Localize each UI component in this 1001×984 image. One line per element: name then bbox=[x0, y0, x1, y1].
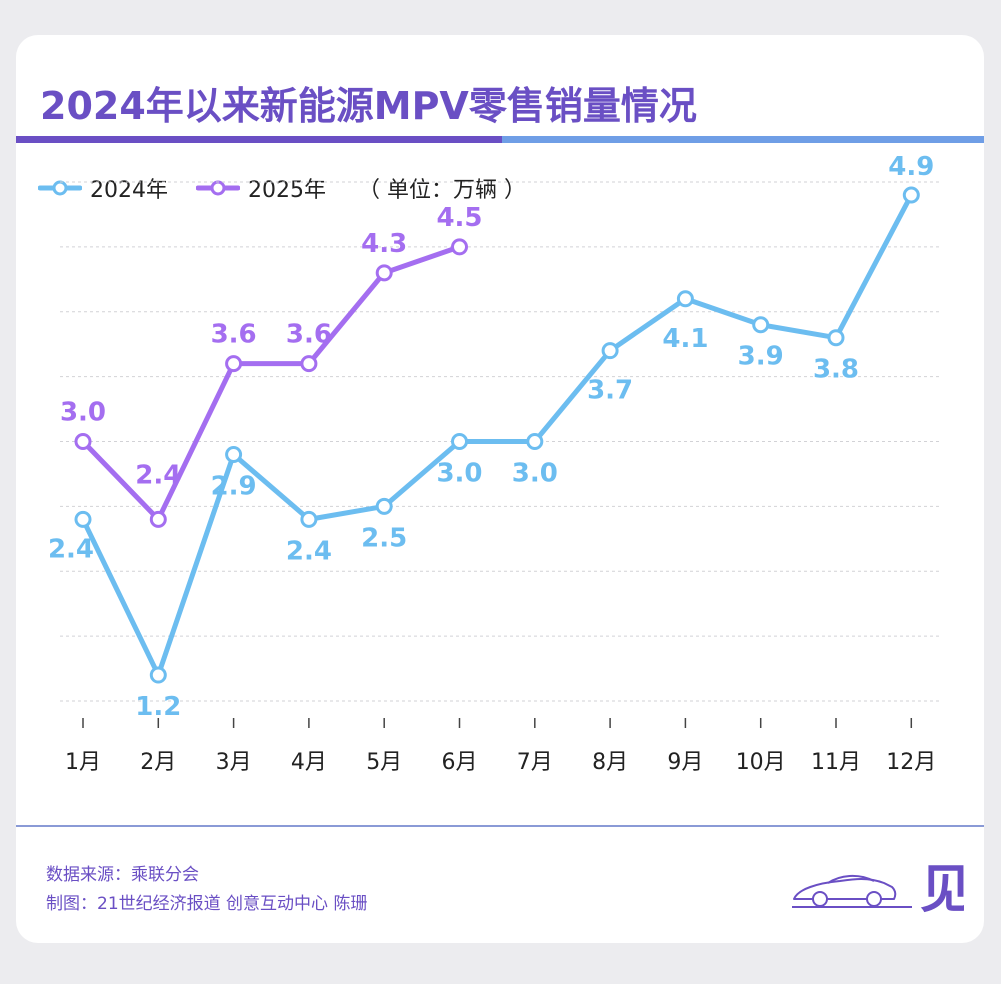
data-label: 3.6 bbox=[211, 320, 257, 350]
data-point bbox=[225, 445, 243, 463]
data-label: 2.5 bbox=[361, 523, 407, 553]
x-tick-label: 6月 bbox=[442, 750, 478, 775]
data-label: 2.4 bbox=[286, 536, 332, 566]
data-point bbox=[827, 329, 845, 347]
data-point bbox=[601, 342, 619, 360]
brand-logo: 见 bbox=[792, 859, 964, 917]
data-point bbox=[451, 238, 468, 256]
data-label: 3.0 bbox=[436, 459, 482, 489]
data-label: 1.2 bbox=[135, 692, 181, 722]
x-tick-label: 2月 bbox=[140, 750, 176, 775]
x-tick-label: 5月 bbox=[366, 750, 402, 775]
data-label: 3.9 bbox=[738, 342, 784, 372]
x-tick-label: 4月 bbox=[291, 750, 327, 775]
data-label: 2.9 bbox=[211, 471, 257, 501]
data-point bbox=[149, 510, 167, 528]
data-point bbox=[676, 290, 694, 308]
source-note: 数据来源：乘联分会 bbox=[46, 865, 199, 885]
x-tick-label: 11月 bbox=[811, 750, 861, 775]
data-label: 3.0 bbox=[60, 398, 106, 428]
car-icon bbox=[792, 875, 912, 908]
data-label: 2.4 bbox=[135, 460, 181, 490]
footer: 数据来源：乘联分会 制图：21世纪经济报道 创意互动中心 陈珊 bbox=[46, 861, 367, 919]
x-tick-label: 10月 bbox=[736, 750, 786, 775]
data-point bbox=[752, 316, 770, 334]
data-label: 3.8 bbox=[813, 355, 859, 385]
credit-note: 制图：21世纪经济报道 创意互动中心 陈珊 bbox=[46, 894, 368, 914]
series-line bbox=[80, 244, 462, 522]
title-underline-purple bbox=[16, 136, 502, 143]
series-line bbox=[80, 192, 914, 678]
x-tick-label: 9月 bbox=[667, 750, 703, 775]
data-label: 4.3 bbox=[361, 229, 407, 259]
title-underline-blue bbox=[502, 136, 984, 143]
chart-card: 2024年以来新能源MPV零售销量情况 2024年 2025年 （ 单位：万辆 … bbox=[16, 35, 984, 943]
data-label: 4.5 bbox=[436, 203, 482, 233]
data-point bbox=[526, 433, 544, 450]
x-tick-label: 12月 bbox=[886, 750, 936, 775]
x-tick-label: 8月 bbox=[592, 750, 628, 775]
data-label: 4.9 bbox=[888, 152, 934, 182]
data-point bbox=[74, 510, 92, 528]
x-tick-label: 7月 bbox=[517, 750, 553, 775]
data-point bbox=[300, 510, 318, 528]
data-label: 2.4 bbox=[48, 534, 94, 564]
legend: 2024年 2025年 （ 单位：万辆 ） bbox=[38, 173, 526, 203]
data-point bbox=[225, 355, 243, 373]
data-point bbox=[74, 433, 92, 450]
data-label: 3.7 bbox=[587, 376, 633, 406]
data-point bbox=[375, 264, 393, 282]
logo-character: 见 bbox=[920, 859, 964, 917]
data-label: 4.1 bbox=[662, 324, 708, 354]
x-tick-label: 3月 bbox=[216, 750, 252, 775]
legend-swatch-2024 bbox=[38, 180, 82, 196]
data-point bbox=[300, 355, 318, 373]
data-point bbox=[375, 497, 393, 515]
data-point bbox=[451, 433, 468, 450]
data-point bbox=[149, 666, 167, 684]
data-point bbox=[902, 186, 920, 204]
data-label: 3.0 bbox=[512, 459, 558, 489]
x-tick-label: 1月 bbox=[65, 750, 101, 775]
data-label: 3.6 bbox=[286, 320, 332, 350]
footer-divider bbox=[16, 825, 984, 827]
legend-swatch-2025 bbox=[196, 180, 240, 196]
line-chart: 1月 2月 3月 4月 5月 6月 7月 8月 9月 10月 11月 12月 2.4 1.2 2.9 2.4 2… bbox=[48, 152, 942, 775]
chart-title: 2024年以来新能源MPV零售销量情况 bbox=[40, 84, 697, 128]
